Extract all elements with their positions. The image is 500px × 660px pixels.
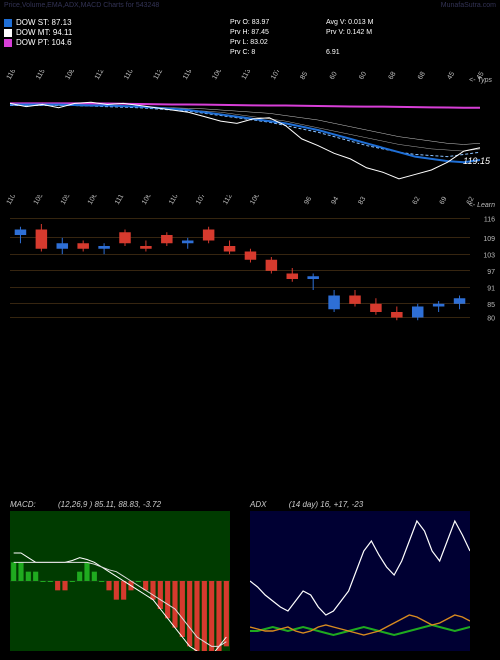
x-tick-label: 105	[60, 195, 72, 206]
prev-cell: Avg V: 0.013 M	[326, 18, 416, 28]
x-tick-label: 111	[114, 195, 125, 206]
prev-cell: Prv O: 83.97	[230, 18, 320, 28]
y-tick-label: 97	[487, 269, 495, 276]
title-right: MunafaSutra.com	[441, 2, 496, 18]
legend-swatch	[4, 19, 12, 27]
candle	[119, 232, 131, 243]
legend: DOW ST: 87.13 DOW MT: 94.11 DOW PT: 104.…	[4, 18, 72, 48]
legend-label: DOW ST: 87.13	[16, 18, 72, 27]
x-tick-label: 115	[35, 70, 47, 81]
x-tick-label: 94	[330, 196, 340, 206]
x-tick-label: 83	[357, 196, 367, 206]
x-tick-label: 85	[299, 71, 309, 81]
prev-cell: Prv H: 87.45	[230, 28, 320, 38]
macd-panel: MACD: (12,26,9 ) 85.11, 88.83, -3.72	[10, 500, 230, 651]
y-tick-label: 80	[487, 316, 495, 323]
prev-cell: Prv L: 83.02	[230, 38, 320, 48]
chart-header: Price,Volume,EMA,ADX,MACD Charts for 543…	[0, 0, 500, 20]
panel-label: <- Learn	[469, 202, 495, 209]
ema-panel: 116 115 108 112 110 112 119 106 113 107 85 60 60 68 68…	[0, 70, 500, 210]
candle	[266, 260, 278, 271]
prev-cell: 6.91	[326, 48, 416, 58]
x-tick-label: 45	[446, 71, 456, 81]
x-tick-label: 110	[6, 195, 18, 206]
legend-item: DOW ST: 87.13	[4, 18, 72, 27]
candle	[98, 246, 110, 249]
x-tick-label: 107	[270, 70, 282, 81]
x-tick-label: 116	[6, 70, 18, 81]
x-tick-label: 106	[87, 195, 99, 206]
adx-panel: ADX (14 day) 16, +17, -23	[250, 500, 470, 651]
x-tick-label: 106	[249, 195, 261, 206]
x-tick-label: 112	[222, 195, 234, 206]
y-tick-label: 116	[484, 217, 495, 224]
candle	[203, 230, 215, 241]
title-left: Price,Volume,EMA,ADX,MACD Charts for 543…	[4, 2, 159, 18]
legend-swatch	[4, 29, 12, 37]
candle	[349, 296, 361, 304]
legend-item: DOW MT: 94.11	[4, 28, 72, 37]
legend-swatch	[4, 39, 12, 47]
x-tick-label: 119	[182, 70, 194, 81]
candle	[57, 243, 69, 249]
candle	[36, 230, 48, 249]
prev-cell: Prv C: 8	[230, 48, 320, 58]
candle	[307, 276, 319, 279]
x-tick-label: 62	[412, 196, 422, 206]
ema-line-white	[10, 102, 480, 179]
candle	[161, 235, 173, 243]
adx-title: ADX (14 day) 16, +17, -23	[250, 500, 470, 509]
candle	[412, 307, 424, 318]
candle	[287, 274, 299, 280]
x-tick-label: 60	[329, 71, 339, 81]
x-tick-label: 106	[211, 70, 223, 81]
panel-label: <- Typs	[469, 77, 493, 84]
candle	[245, 252, 256, 260]
x-tick-label: 110	[123, 70, 135, 81]
macd-title: MACD: (12,26,9 ) 85.11, 88.83, -3.72	[10, 500, 230, 509]
ema-line-dash	[10, 106, 480, 157]
candle	[77, 243, 89, 249]
x-tick-label: 108	[64, 70, 76, 81]
y-tick-label: 109	[483, 236, 495, 243]
y-tick-label: 91	[487, 285, 495, 292]
legend-label: DOW PT: 104.6	[16, 38, 72, 47]
candle	[15, 230, 26, 236]
candle	[224, 246, 236, 252]
x-tick-label: 106	[141, 195, 153, 206]
x-tick-label: 68	[388, 71, 398, 81]
x-tick-label: 107	[195, 195, 207, 206]
end-value-label: 119.15	[463, 156, 491, 166]
x-tick-label: 68	[417, 71, 427, 81]
prev-values: Prv O: 83.97Avg V: 0.013 MPrv H: 87.45Pr…	[230, 18, 416, 58]
ema-line-lt1	[10, 106, 480, 145]
x-tick-label: 105	[33, 195, 45, 206]
x-tick-label: 69	[439, 196, 449, 206]
candle	[370, 304, 382, 312]
x-tick-label: 110	[168, 195, 180, 206]
candle	[140, 246, 152, 249]
x-tick-label: 112	[94, 70, 106, 81]
candle-panel: 116 109 103 97 91 85 80 110 105 105 106 111 106 110 10…	[0, 195, 500, 340]
legend-item: DOW PT: 104.6	[4, 38, 72, 47]
x-tick-label: 96	[303, 196, 313, 206]
x-tick-label: 112	[153, 70, 165, 81]
x-tick-label: 113	[241, 70, 253, 81]
candle	[182, 241, 194, 244]
prev-cell	[326, 38, 416, 48]
candle	[433, 304, 445, 307]
x-tick-label: 60	[358, 71, 368, 81]
y-tick-label: 85	[487, 302, 495, 309]
candle	[391, 312, 403, 318]
candle	[328, 296, 340, 310]
legend-label: DOW MT: 94.11	[16, 28, 72, 37]
ema-line-blue	[10, 104, 480, 162]
prev-cell: Prv V: 0.142 M	[326, 28, 416, 38]
y-tick-label: 103	[483, 252, 495, 259]
candle	[454, 298, 466, 304]
